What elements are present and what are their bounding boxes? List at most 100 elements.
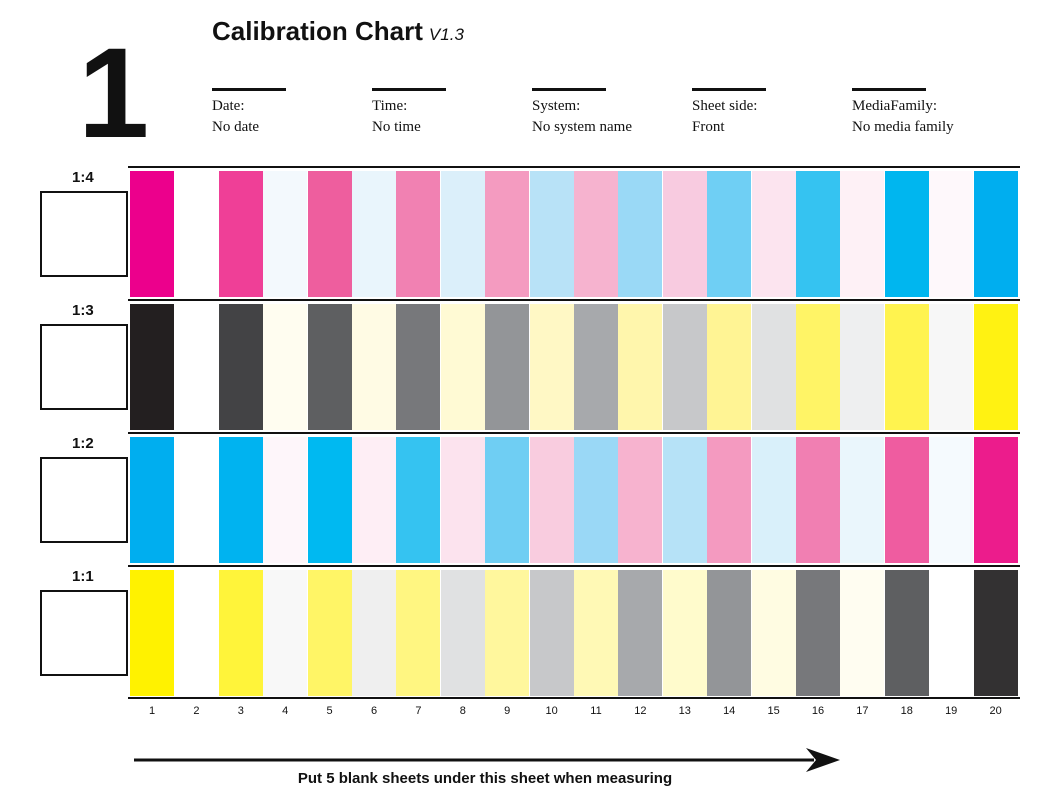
color-strip <box>130 304 1018 430</box>
column-number: 3 <box>237 705 244 717</box>
color-patch <box>662 171 707 297</box>
color-patch <box>174 304 219 430</box>
sheet-number: 1 <box>78 22 149 165</box>
column-number: 2 <box>193 705 200 717</box>
color-patch <box>485 437 530 563</box>
color-patch <box>263 570 308 696</box>
color-patch <box>973 171 1018 297</box>
field-3: Sheet side: Front <box>692 88 842 138</box>
title-text: Calibration Chart <box>212 16 423 46</box>
color-patch <box>574 171 618 297</box>
color-patch <box>618 437 663 563</box>
column-number: 13 <box>678 705 691 717</box>
field-value: Front <box>692 119 725 135</box>
column-number: 1 <box>148 705 156 717</box>
field-4: MediaFamily: No media family <box>852 88 1002 138</box>
column-number: 18 <box>900 705 913 717</box>
color-patch <box>884 171 929 297</box>
field-value: No time <box>372 119 421 135</box>
color-patch <box>796 437 840 563</box>
color-patch <box>574 570 618 696</box>
color-patch <box>840 171 885 297</box>
measurement-box <box>40 324 128 410</box>
color-patch <box>218 304 263 430</box>
strip-rule <box>128 565 1020 567</box>
color-patch <box>263 437 308 563</box>
color-patch <box>751 171 796 297</box>
field-rule <box>532 88 606 91</box>
color-patch <box>440 570 485 696</box>
color-patch <box>352 304 396 430</box>
color-patch <box>440 437 485 563</box>
color-patch <box>263 304 308 430</box>
color-patch <box>840 570 885 696</box>
column-number: 7 <box>415 705 422 717</box>
color-patch <box>929 437 974 563</box>
strip-label: 1:2 <box>72 435 94 452</box>
column-number: 17 <box>856 705 869 717</box>
column-number: 8 <box>459 705 466 717</box>
measurement-box <box>40 457 128 543</box>
column-number: 16 <box>811 705 825 717</box>
column-number: 11 <box>590 705 602 717</box>
field-rule <box>852 88 926 91</box>
color-patch <box>396 171 441 297</box>
color-patch <box>751 304 796 430</box>
color-patch <box>529 570 574 696</box>
color-patch <box>174 437 219 563</box>
color-patch <box>218 437 263 563</box>
color-patch <box>263 171 308 297</box>
color-patch <box>929 304 974 430</box>
strip-label: 1:1 <box>72 568 94 585</box>
color-patch <box>352 171 396 297</box>
color-patch <box>218 171 263 297</box>
strip-rule <box>128 697 1020 699</box>
chart-title: Calibration Chart V1.3 <box>212 16 464 47</box>
footer-note: Put 5 blank sheets under this sheet when… <box>297 770 673 787</box>
field-rule <box>372 88 446 91</box>
field-label: System: <box>532 98 581 114</box>
column-number: 14 <box>723 705 736 717</box>
color-patch <box>130 304 174 430</box>
field-label: Time: <box>372 98 408 114</box>
measurement-box <box>40 590 128 676</box>
color-patch <box>307 570 352 696</box>
color-patch <box>174 570 219 696</box>
color-patch <box>396 304 441 430</box>
color-patch <box>352 437 396 563</box>
field-2: System: No system name <box>532 88 682 138</box>
field-rule <box>692 88 766 91</box>
color-patch <box>618 570 663 696</box>
color-patch <box>884 570 929 696</box>
color-patch <box>796 171 840 297</box>
color-patch <box>485 171 530 297</box>
column-number: 6 <box>370 705 378 717</box>
color-patch <box>440 171 485 297</box>
color-patch <box>130 437 174 563</box>
color-patch <box>884 437 929 563</box>
color-patch <box>485 570 530 696</box>
color-patch <box>618 304 663 430</box>
field-rule <box>212 88 286 91</box>
color-patch <box>973 304 1018 430</box>
color-patch <box>707 437 752 563</box>
column-number: 20 <box>989 705 1002 717</box>
column-number: 19 <box>945 705 958 717</box>
color-strip <box>130 171 1018 297</box>
color-patch <box>707 304 752 430</box>
color-patch <box>529 437 574 563</box>
color-patch <box>929 570 974 696</box>
color-patch <box>707 570 752 696</box>
version-label: V1.3 <box>428 25 464 44</box>
color-patch <box>618 171 663 297</box>
color-patch <box>929 171 974 297</box>
color-patch <box>973 437 1018 563</box>
field-value: No system name <box>532 119 632 135</box>
strip-rule <box>128 166 1020 168</box>
color-patch <box>174 171 219 297</box>
color-patch <box>396 437 441 563</box>
color-patch <box>751 570 796 696</box>
strip-label: 1:3 <box>72 302 94 319</box>
color-patch <box>840 304 885 430</box>
color-patch <box>307 304 352 430</box>
